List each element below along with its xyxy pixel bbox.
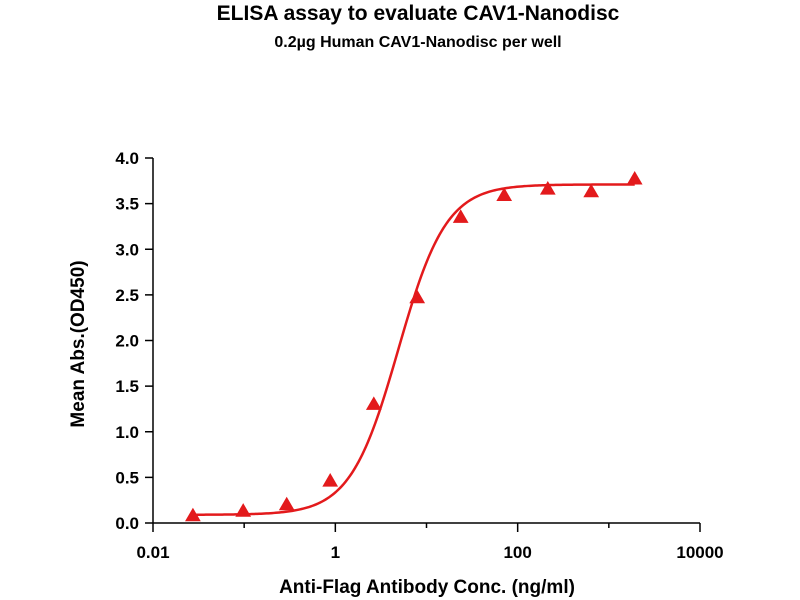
x-tick-label: 1: [331, 543, 340, 562]
data-point: [235, 503, 252, 517]
data-point: [322, 473, 339, 487]
fit-curve: [192, 183, 635, 516]
data-point: [409, 289, 426, 304]
y-tick-label: 2.0: [115, 332, 139, 351]
y-tick-label: 4.0: [115, 149, 139, 168]
data-point: [496, 187, 513, 201]
data-point: [626, 171, 643, 185]
data-point: [278, 496, 295, 511]
data-point: [452, 209, 469, 223]
y-tick-label: 3.5: [115, 195, 139, 214]
chart-subtitle: 0.2µg Human CAV1-Nanodisc per well: [274, 34, 561, 51]
y-tick-label: 1.0: [115, 423, 139, 442]
y-tick-label: 2.5: [115, 286, 139, 305]
x-tick-label: 100: [503, 543, 531, 562]
chart-title: ELISA assay to evaluate CAV1-Nanodisc: [217, 2, 620, 25]
y-tick-label: 3.0: [115, 240, 139, 259]
data-point: [539, 181, 556, 195]
y-tick-label: 0.0: [115, 514, 139, 533]
data-point: [185, 507, 201, 522]
y-tick-label: 0.5: [115, 468, 139, 487]
x-tick-label: 10000: [676, 543, 723, 562]
y-axis-label: Mean Abs.(OD450): [68, 260, 89, 427]
plot-area: 0.0 0.5 1.0 1.5 2.0 2.5 3.0 3.5 4.0 0.01 1 100 10000: [115, 149, 723, 562]
y-tick-label: 1.5: [115, 377, 139, 396]
data-point: [365, 396, 382, 410]
x-axis-label: Anti-Flag Antibody Conc. (ng/ml): [279, 577, 575, 598]
data-point: [583, 183, 600, 198]
x-tick-label: 0.01: [136, 543, 169, 562]
